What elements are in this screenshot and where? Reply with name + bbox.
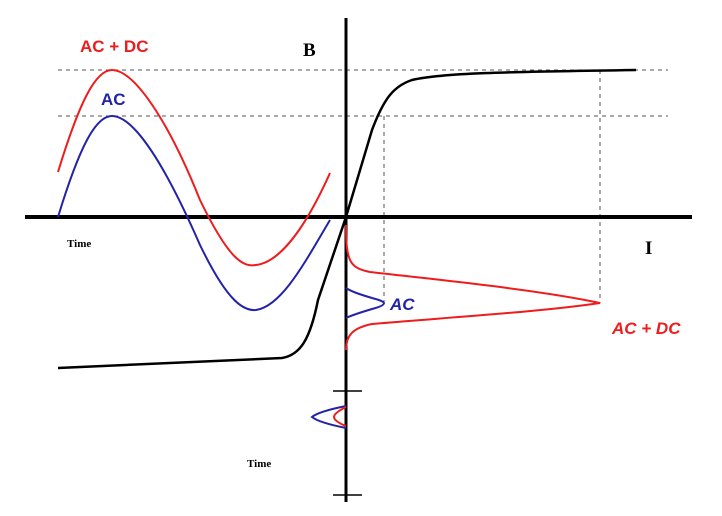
ac-label-right: AC	[389, 295, 415, 314]
guide-lines	[58, 69, 668, 303]
time-label-bottom: Time	[247, 458, 271, 470]
time-label-left: Time	[67, 238, 91, 250]
ac-dc-label-right: AC + DC	[611, 319, 681, 338]
i-axis-label: I	[645, 238, 652, 259]
ac-dc-distribution	[345, 224, 601, 351]
ac-dc-label-top: AC + DC	[80, 37, 148, 56]
b-axis-label: B	[303, 40, 316, 61]
ac-time-waveform	[57, 114, 331, 312]
ac-label-top: AC	[101, 90, 126, 109]
ac-distribution	[345, 287, 386, 319]
ac-bottom-distribution	[310, 405, 347, 429]
bh-curve	[57, 68, 637, 370]
ac-dc-bottom-distribution	[332, 406, 347, 427]
ac-dc-time-waveform	[57, 68, 331, 267]
